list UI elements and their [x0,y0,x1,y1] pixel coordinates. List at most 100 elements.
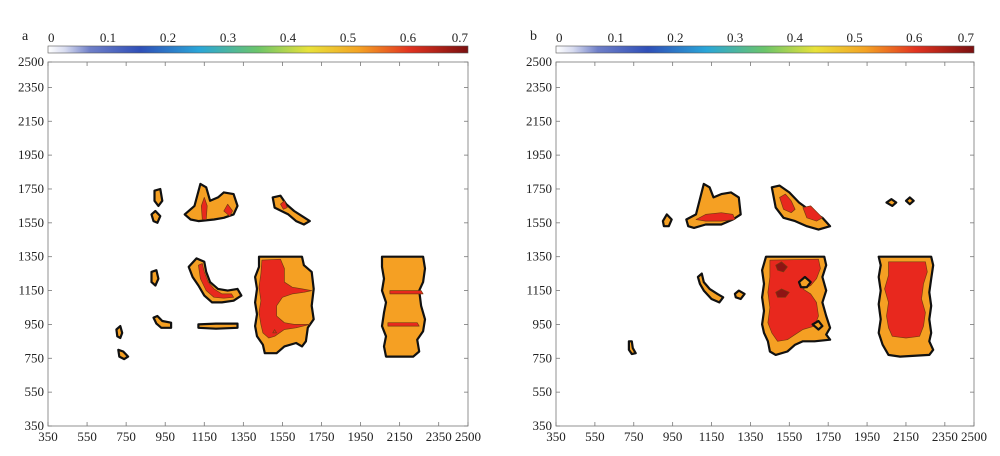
y-tick-label: 1550 [526,215,552,230]
colorbar [555,45,975,54]
colorbar-tick-label: 0.7 [452,30,469,45]
y-tick-label: 2350 [526,79,552,94]
contour-region [779,193,796,214]
x-tick-label: 2350 [426,429,452,444]
y-tick-label: 1750 [18,181,44,196]
colorbar-tick-label: 0.3 [727,30,743,45]
x-tick-label: 1950 [348,429,374,444]
x-tick-label: 1550 [776,429,802,444]
contour-region [661,213,673,228]
colorbar-tick-label: 0.6 [400,30,417,45]
colorbar-tick-label: 0.1 [100,30,116,45]
colorbar-tick-label: 0.4 [280,30,297,45]
y-tick-label: 750 [25,350,45,365]
contour-region [696,272,725,304]
contour-region [258,258,313,339]
x-tick-label: 750 [624,429,644,444]
colorbar-tick-label: 0.2 [160,30,176,45]
y-tick-label: 950 [533,316,553,331]
contour-region [389,290,424,295]
x-tick-label: 1150 [699,429,725,444]
contour-region [775,261,788,273]
colorbar-tick-label: 0.5 [340,30,356,45]
x-tick-label: 550 [585,429,605,444]
y-tick-label: 1750 [526,181,552,196]
contour-region [797,275,812,289]
x-tick-label: 550 [77,429,97,444]
y-tick-label: 2500 [526,54,552,69]
x-tick-label: 1350 [230,429,256,444]
x-tick-label: 950 [155,429,175,444]
contour-region [150,269,160,287]
chart-panel-a: a 0 0.1 0.2 0.3 0.4 0.5 0.6 0.7 350 550 750 950 1150 1… [18,29,481,444]
contour-region [152,314,173,329]
colorbar-tick-label: 0.5 [846,30,862,45]
contour-region [884,261,928,339]
contour-region [811,319,824,331]
contour-region [223,203,233,217]
y-tick-label: 350 [533,418,553,433]
x-tick-label: 950 [663,429,683,444]
y-tick-label: 350 [25,418,45,433]
x-tick-label: 2500 [961,429,987,444]
y-tick-label: 1350 [526,249,552,264]
contour-region [627,340,637,356]
x-tick-label: 2350 [932,429,958,444]
colorbar-tick-label: 0.2 [667,30,683,45]
contour-region [387,322,420,327]
colorbar-tick-label: 0 [556,30,563,45]
y-tick-label: 1950 [18,147,44,162]
panel-label: b [530,29,537,44]
x-tick-label: 350 [546,429,566,444]
x-tick-label: 1150 [192,429,218,444]
contour-region [775,288,790,298]
x-tick-label: 350 [38,429,58,444]
chart-panel-b: b 0 0.1 0.2 0.3 0.4 0.5 0.6 0.7 350 550 750 950 1150 1… [526,29,987,444]
y-tick-label: 1350 [18,249,44,264]
colorbar-tick-label: 0.1 [608,30,624,45]
colorbar-tick-label: 0.7 [958,30,975,45]
contour-region [802,205,823,222]
contour-region [904,196,915,206]
colorbar-tick-label: 0.6 [906,30,923,45]
colorbar-tick-label: 0 [48,30,55,45]
x-tick-label: 2500 [455,429,481,444]
colorbar-tick-label: 0.3 [220,30,236,45]
x-tick-label: 1350 [737,429,763,444]
contour-region [695,212,736,222]
y-tick-label: 750 [533,350,553,365]
y-tick-label: 2150 [18,113,44,128]
y-tick-label: 2500 [18,54,44,69]
y-tick-label: 2350 [18,79,44,94]
x-tick-label: 2150 [893,429,919,444]
plot-area [47,61,469,427]
x-tick-label: 1550 [269,429,295,444]
y-tick-label: 1550 [18,215,44,230]
y-tick-label: 1950 [526,147,552,162]
colorbar-tick-label: 0.4 [787,30,804,45]
contour-region [150,209,162,224]
contour-region [197,322,239,330]
contour-region [117,348,130,361]
contour-region [200,197,208,220]
contour-region [198,263,234,299]
y-tick-label: 950 [25,316,45,331]
contour-mark [272,329,277,334]
y-tick-label: 550 [533,384,553,399]
panel-label: a [22,29,29,44]
x-tick-label: 1750 [815,429,841,444]
y-tick-label: 550 [25,384,45,399]
x-tick-label: 750 [116,429,136,444]
y-tick-label: 2150 [526,113,552,128]
x-tick-label: 1950 [854,429,880,444]
contour-region [115,325,124,340]
contour-region [733,289,746,301]
contour-region [153,187,164,207]
y-tick-label: 1150 [526,283,552,298]
contour-region [885,198,898,207]
contour-region [380,255,427,358]
colorbar [47,45,469,54]
y-tick-label: 1150 [18,283,44,298]
x-tick-label: 1750 [308,429,334,444]
